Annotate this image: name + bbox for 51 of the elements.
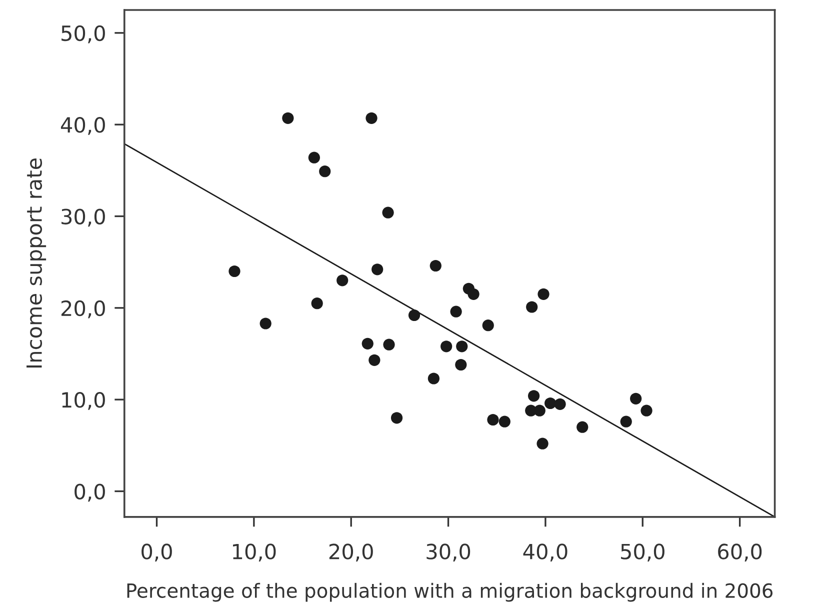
point [620,416,632,428]
point [534,404,546,416]
point [282,112,294,124]
y-tick-label: 50,0 [62,25,105,44]
y-tick-label: 30,0 [62,208,105,227]
point [408,309,420,322]
y-tick-label: 40,0 [60,117,105,135]
point [456,340,468,352]
point [554,398,566,410]
point [526,301,538,313]
point [319,166,331,178]
point [382,206,394,218]
x-tick-label: 0,0 [142,544,172,562]
y-tick-label: 20,0 [61,300,105,318]
point [311,298,323,310]
x-tick-label: 10,0 [233,544,276,562]
point [536,438,548,450]
x-tick-label: 40,0 [523,544,568,562]
point [336,274,348,286]
x-tick-label: 50,0 [621,544,664,562]
point [260,318,272,330]
x-tick-label: 60,0 [718,544,762,562]
point [468,288,480,300]
y-tick-label: 0,0 [74,484,105,502]
point [440,340,452,352]
point [362,338,374,350]
point [308,152,320,164]
x-tick-label: 20,0 [329,544,373,562]
point [383,338,395,350]
point [538,288,550,300]
y-axis-title: Income support rate [26,158,46,368]
point [390,412,403,424]
x-axis-title: Percentage of the population with a migration background in 2006 [127,582,773,602]
point [430,260,442,272]
point [528,390,540,402]
point [482,320,494,332]
point [450,306,462,318]
point [576,421,588,433]
point [372,264,384,276]
point [368,354,380,366]
point [630,392,642,404]
x-tick-label: 30,0 [426,544,470,562]
point [455,358,467,371]
point [544,397,556,410]
point [366,112,378,124]
point [487,414,499,426]
point [498,416,510,428]
point [228,265,240,278]
point [428,372,440,384]
point [640,404,652,416]
y-tick-label: 10,0 [62,392,105,410]
